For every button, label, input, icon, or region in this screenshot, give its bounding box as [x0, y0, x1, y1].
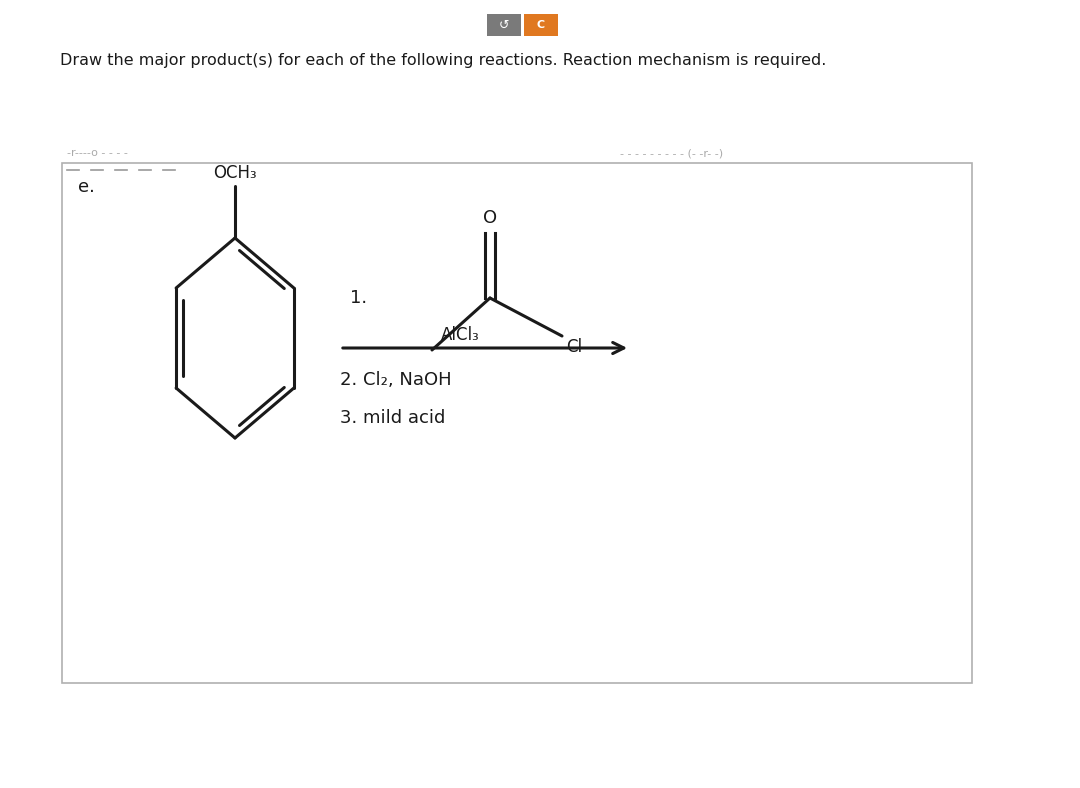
- FancyBboxPatch shape: [524, 14, 558, 36]
- Text: Draw the major product(s) for each of the following reactions. Reaction mechanis: Draw the major product(s) for each of th…: [60, 53, 826, 68]
- Text: -r----o - - - -: -r----o - - - -: [67, 148, 127, 158]
- Text: e.: e.: [78, 178, 95, 196]
- Text: - - - - - - - - - (- -r- -): - - - - - - - - - (- -r- -): [620, 148, 724, 158]
- Text: AlCl₃: AlCl₃: [441, 326, 480, 344]
- Text: 1.: 1.: [350, 289, 367, 307]
- FancyBboxPatch shape: [487, 14, 521, 36]
- Text: OCH₃: OCH₃: [213, 164, 257, 182]
- Text: 2. Cl₂, NaOH: 2. Cl₂, NaOH: [340, 371, 451, 389]
- Text: C: C: [537, 20, 545, 30]
- FancyBboxPatch shape: [62, 163, 972, 683]
- Text: Cl: Cl: [566, 338, 582, 356]
- Text: ↺: ↺: [499, 18, 510, 32]
- Text: O: O: [483, 209, 497, 227]
- Text: 3. mild acid: 3. mild acid: [340, 409, 445, 427]
